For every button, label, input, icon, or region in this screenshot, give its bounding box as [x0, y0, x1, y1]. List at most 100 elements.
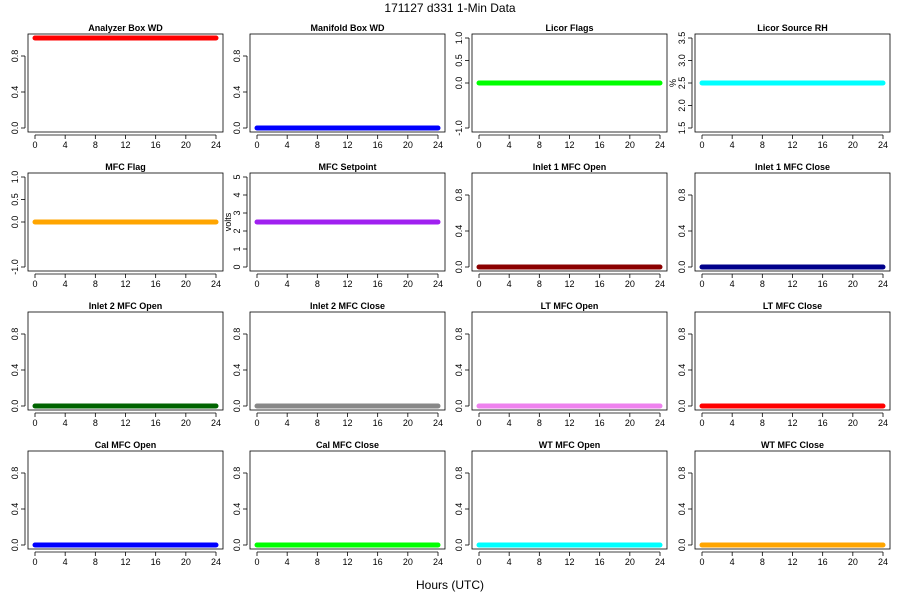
- plot-frame: [471, 311, 668, 411]
- panel-title: Licor Flags: [545, 23, 593, 33]
- y-tick-label: 2: [232, 228, 242, 233]
- x-tick-label: 0: [32, 557, 37, 567]
- x-tick-label: 12: [342, 140, 352, 150]
- x-tick-label: 12: [787, 418, 797, 428]
- plot-frame: [27, 172, 224, 272]
- y-tick-label: 0.8: [232, 50, 242, 63]
- x-tick-label: 12: [564, 279, 574, 289]
- x-tick-label: 16: [373, 418, 383, 428]
- x-tick-label: 16: [595, 557, 605, 567]
- y-tick-label: 5: [232, 174, 242, 179]
- x-tick-label: 16: [595, 418, 605, 428]
- y-tick-label: 0.8: [232, 467, 242, 480]
- panel-title: Inlet 1 MFC Close: [755, 162, 830, 172]
- panel-cal-mfc-close: Cal MFC Close 0 4 8 12 16 20 24 0.0 0.4 0.8: [232, 440, 446, 567]
- y-tick-label: 0.0: [677, 400, 687, 413]
- x-tick-label: 0: [32, 279, 37, 289]
- y-tick-label: -1.0: [454, 120, 464, 136]
- y-tick-label: 0.0: [232, 122, 242, 135]
- x-tick-label: 20: [181, 557, 191, 567]
- x-tick-label: 8: [93, 140, 98, 150]
- x-tick-label: 4: [730, 279, 735, 289]
- x-tick-label: 8: [315, 279, 320, 289]
- x-tick-label: 24: [211, 557, 221, 567]
- plot-frame: [471, 33, 668, 133]
- y-tick-label: 0.4: [454, 225, 464, 238]
- plot-frame: [27, 33, 224, 133]
- y-axis-label: %: [668, 79, 678, 87]
- x-tick-label: 16: [818, 279, 828, 289]
- x-tick-label: 8: [760, 140, 765, 150]
- plot-frame: [694, 311, 891, 411]
- x-tick-label: 4: [285, 140, 290, 150]
- x-tick-label: 12: [120, 140, 130, 150]
- panel-lt-mfc-close: LT MFC Close 0 4 8 12 16 20 24 0.0 0.4 0.8: [677, 301, 891, 428]
- y-tick-label: 0.0: [454, 400, 464, 413]
- x-tick-label: 20: [625, 557, 635, 567]
- x-tick-label: 0: [32, 140, 37, 150]
- x-tick-label: 24: [211, 279, 221, 289]
- x-tick-label: 16: [595, 140, 605, 150]
- y-tick-label: 0.4: [10, 503, 20, 516]
- panel-title: LT MFC Close: [763, 301, 822, 311]
- y-tick-label: 0.8: [232, 328, 242, 341]
- panels-grid: Analyzer Box WD0 4 8 12 16 20 240.00.40.8Manif…: [10, 23, 891, 567]
- y-tick-label: 0.4: [677, 503, 687, 516]
- x-tick-label: 8: [315, 140, 320, 150]
- y-tick-label: 0.8: [454, 328, 464, 341]
- x-tick-label: 24: [211, 140, 221, 150]
- y-tick-label: 0.8: [10, 50, 20, 63]
- panel-lt-mfc-open: LT MFC Open 0 4 8 12 16 20 24 0.0 0.4 0.8: [454, 301, 668, 428]
- x-tick-label: 8: [537, 279, 542, 289]
- y-tick-label: 0.4: [232, 364, 242, 377]
- y-tick-label: 0.4: [232, 86, 242, 99]
- x-tick-label: 8: [760, 557, 765, 567]
- x-tick-label: 4: [507, 140, 512, 150]
- x-tick-label: 0: [699, 140, 704, 150]
- y-tick-label: 0.4: [454, 503, 464, 516]
- x-tick-label: 20: [403, 140, 413, 150]
- x-tick-label: 24: [655, 418, 665, 428]
- y-tick-label: 0.0: [677, 539, 687, 552]
- x-tick-label: 16: [818, 557, 828, 567]
- y-tick-label: 0.0: [232, 400, 242, 413]
- x-tick-label: 0: [254, 418, 259, 428]
- plot-frame: [27, 311, 224, 411]
- panel-title: Inlet 1 MFC Open: [533, 162, 607, 172]
- y-tick-label: 0: [232, 264, 242, 269]
- x-tick-label: 24: [433, 557, 443, 567]
- x-tick-label: 8: [537, 140, 542, 150]
- x-tick-label: 8: [93, 418, 98, 428]
- x-tick-label: 16: [373, 140, 383, 150]
- x-tick-label: 0: [476, 279, 481, 289]
- x-tick-label: 20: [625, 418, 635, 428]
- x-tick-label: 4: [507, 557, 512, 567]
- y-tick-label: 3.5: [677, 32, 687, 45]
- y-axis-label: volts: [223, 212, 233, 231]
- x-tick-label: 24: [878, 418, 888, 428]
- x-tick-label: 12: [787, 557, 797, 567]
- panel-inlet-1-mfc-open: Inlet 1 MFC Open 0 4 8 12 16 20 24 0.0 0.4 0.8: [454, 162, 668, 289]
- panel-inlet-1-mfc-close: Inlet 1 MFC Close 0 4 8 12 16 20 24 0.0 0.4 0.8: [677, 162, 891, 289]
- y-tick-label: 0.0: [10, 539, 20, 552]
- x-tick-label: 12: [120, 279, 130, 289]
- y-tick-label: 2.5: [677, 77, 687, 90]
- x-tick-label: 12: [564, 140, 574, 150]
- x-tick-label: 12: [120, 418, 130, 428]
- y-tick-label: 0.4: [10, 86, 20, 99]
- x-tick-label: 4: [730, 140, 735, 150]
- panel-title: Manifold Box WD: [311, 23, 385, 33]
- y-tick-label: 0.5: [10, 193, 20, 206]
- x-tick-label: 12: [564, 418, 574, 428]
- plot-frame: [694, 33, 891, 133]
- x-tick-label: 12: [342, 557, 352, 567]
- x-tick-label: 20: [181, 279, 191, 289]
- plot-frame: [27, 450, 224, 550]
- y-tick-label: 1.0: [10, 171, 20, 184]
- panel-title: WT MFC Close: [761, 440, 824, 450]
- x-tick-label: 16: [373, 279, 383, 289]
- x-tick-label: 16: [151, 557, 161, 567]
- x-tick-label: 4: [285, 557, 290, 567]
- x-tick-label: 12: [787, 140, 797, 150]
